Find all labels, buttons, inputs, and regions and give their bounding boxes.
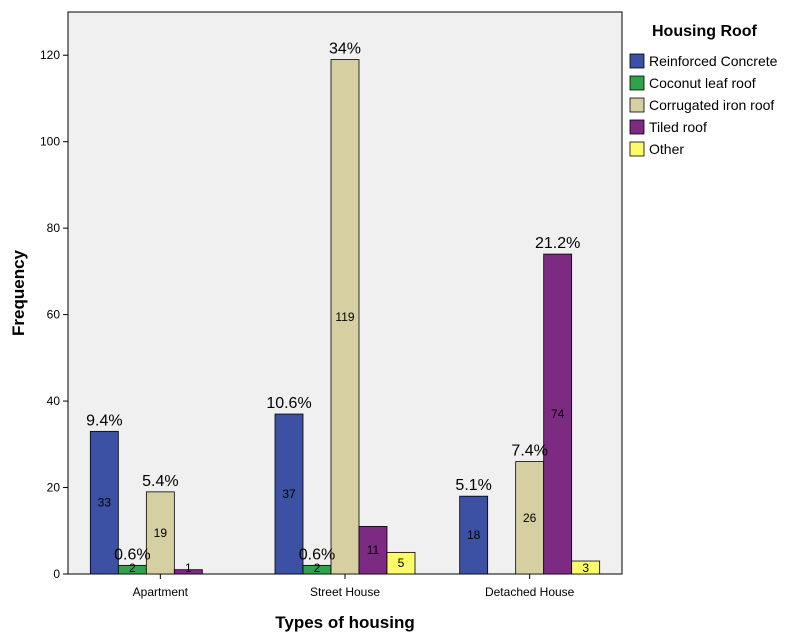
bar-percent-label: 5.4%: [142, 473, 178, 490]
legend-swatch: [629, 53, 645, 69]
bar-value-label: 19: [154, 526, 168, 540]
y-axis-title: Frequency: [9, 249, 28, 336]
bar-percent-label: 34%: [329, 41, 361, 58]
bar-value-label: 2: [129, 561, 136, 575]
bar: [173, 569, 203, 575]
bar: [358, 526, 388, 575]
legend-swatch: [629, 75, 645, 91]
bar: [543, 253, 573, 575]
bar: [330, 59, 360, 575]
y-tick-label: 40: [47, 394, 61, 408]
bar-percent-label: 7.4%: [511, 443, 547, 460]
bar-percent-label: 9.4%: [86, 412, 122, 429]
bar-value-label: 11: [367, 543, 380, 557]
legend-label: Coconut leaf roof: [649, 75, 756, 91]
y-tick-label: 100: [40, 135, 60, 149]
x-tick-label: Detached House: [485, 585, 575, 599]
bar-value-label: 1: [185, 561, 192, 575]
x-tick-label: Apartment: [133, 585, 189, 599]
y-tick-label: 80: [47, 221, 61, 235]
y-tick-label: 20: [47, 481, 61, 495]
legend-label: Tiled roof: [649, 119, 707, 135]
x-axis: Apartment Street House Detached House: [133, 574, 575, 599]
bar-percent-label: 10.6%: [266, 395, 311, 412]
bar: [571, 560, 601, 575]
legend-label: Reinforced Concrete: [649, 53, 778, 69]
bar-value-label: 3: [582, 561, 589, 575]
bar-value-label: 2: [314, 561, 321, 575]
bar: [386, 551, 416, 575]
bar-value-label: 5: [398, 556, 405, 570]
bars-group: [89, 59, 601, 575]
bar: [515, 461, 545, 575]
legend-swatch: [629, 97, 645, 113]
x-tick-label: Street House: [310, 585, 380, 599]
bar-value-label: 119: [335, 310, 354, 324]
legend-label: Other: [649, 141, 684, 157]
y-tick-label: 60: [47, 308, 61, 322]
bar-value-label: 37: [282, 487, 296, 501]
bar-percent-label: 0.6%: [114, 546, 150, 563]
legend-swatch: [629, 141, 645, 157]
bar-value-label: 33: [98, 496, 112, 510]
bar-value-label: 74: [551, 407, 565, 421]
y-axis: 0 20 40 60 80 100 120: [40, 48, 68, 581]
y-tick-label: 0: [53, 567, 60, 581]
bar-percent-label: 21.2%: [535, 235, 580, 252]
legend-swatch: [629, 119, 645, 135]
legend-label: Corrugated iron roof: [649, 97, 774, 113]
bar-value-label: 26: [523, 511, 537, 525]
bar: [89, 430, 119, 575]
x-axis-title: Types of housing: [275, 613, 414, 632]
legend-title: Housing Roof: [652, 23, 758, 40]
bar-value-label: 18: [467, 528, 481, 542]
legend: Housing Roof Reinforced Concrete Coconut …: [629, 23, 778, 157]
bar: [274, 413, 304, 575]
bar-percent-label: 5.1%: [455, 477, 491, 494]
bar: [459, 495, 489, 575]
y-tick-label: 120: [40, 48, 60, 62]
bar-percent-label: 0.6%: [299, 546, 335, 563]
bar-labels-group: 339.4%20.6%195.4%13710.6%20.6%11934%1151…: [86, 41, 589, 575]
bar: [145, 491, 175, 575]
